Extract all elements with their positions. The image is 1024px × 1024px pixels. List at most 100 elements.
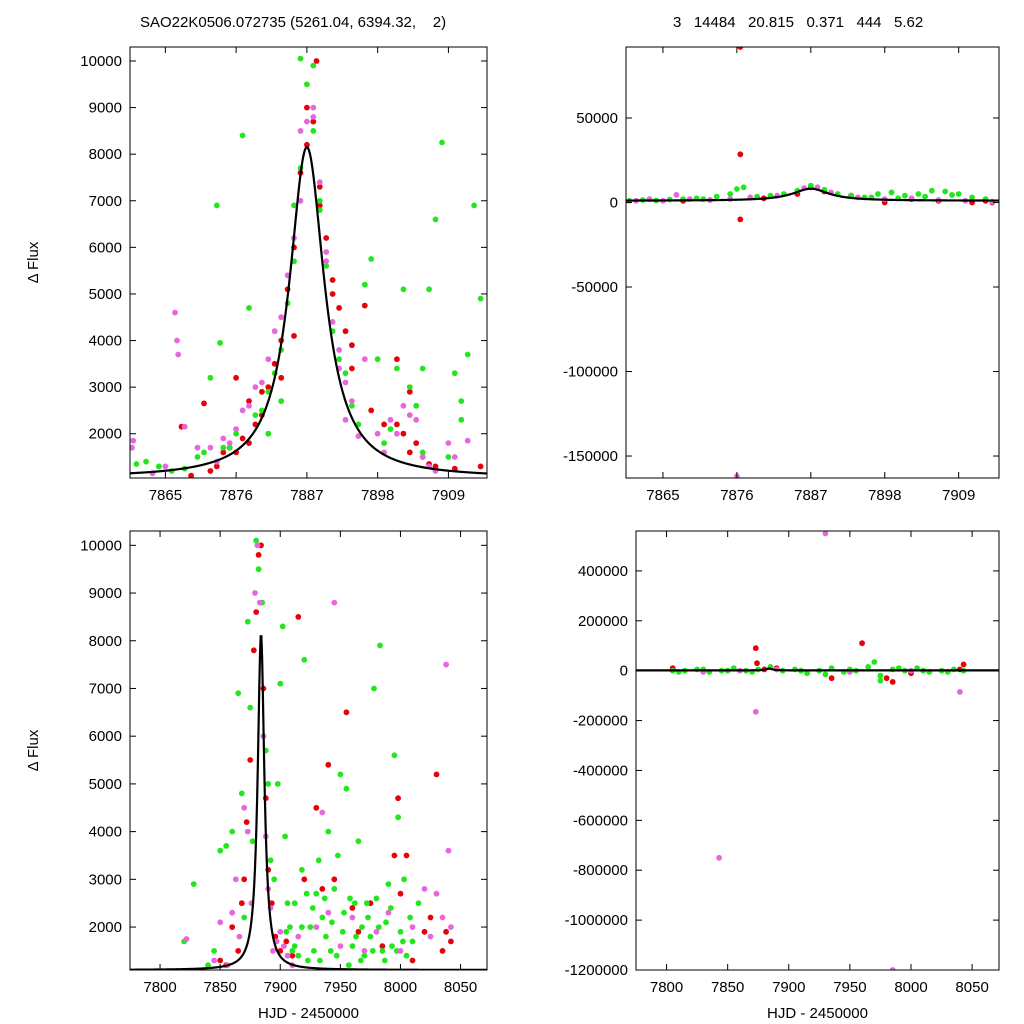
red-data-point: [241, 876, 248, 883]
green-data-point: [238, 790, 245, 797]
red-data-point: [301, 876, 308, 883]
red-data-point: [220, 449, 227, 456]
red-data-point: [319, 886, 326, 892]
red-data-point: [395, 795, 401, 802]
y-tick-label: 0: [620, 663, 628, 680]
y-tick-label: 6000: [89, 728, 122, 745]
y-tick-label: -600000: [573, 812, 628, 829]
green-data-point: [291, 202, 297, 209]
green-data-point: [226, 444, 233, 451]
magenta-data-point: [265, 356, 272, 363]
red-data-point: [291, 333, 297, 339]
magenta-data-point: [397, 948, 404, 954]
magenta-data-point: [752, 708, 759, 715]
y-tick-label: -100000: [563, 364, 618, 381]
green-data-point: [391, 752, 398, 759]
x-tick-label: 7800: [143, 979, 176, 996]
green-data-point: [299, 924, 305, 930]
magenta-data-point: [337, 943, 344, 949]
red-data-point: [250, 647, 257, 654]
green-data-point: [205, 962, 212, 969]
model-fit-curve: [130, 145, 487, 475]
green-data-point: [255, 566, 262, 573]
red-data-point: [253, 609, 260, 615]
green-data-point: [253, 537, 260, 544]
x-axis-label: HJD - 2450000: [767, 1005, 868, 1022]
magenta-data-point: [297, 197, 304, 204]
magenta-data-point: [277, 928, 284, 935]
x-tick-label: 7909: [432, 487, 465, 504]
green-data-point: [355, 838, 362, 845]
y-axis-label: Δ Flux: [25, 729, 42, 771]
red-data-point: [289, 952, 296, 959]
magenta-data-point: [270, 948, 276, 954]
magenta-data-point: [310, 114, 317, 120]
magenta-data-point: [297, 127, 304, 134]
green-data-point: [445, 454, 452, 460]
green-data-point: [287, 924, 293, 930]
green-data-point: [385, 881, 392, 887]
y-tick-label: 10000: [80, 537, 122, 554]
magenta-data-point: [244, 828, 251, 835]
magenta-data-point: [313, 924, 320, 930]
header-left-title: SAO22K0506.072735 (5261.04, 6394.32, 2): [140, 14, 447, 31]
magenta-data-point: [443, 661, 449, 668]
magenta-data-point: [385, 909, 392, 916]
green-data-point: [235, 690, 242, 697]
green-data-point: [282, 833, 288, 840]
red-data-point: [243, 819, 250, 825]
magenta-data-point: [349, 398, 355, 404]
red-data-point: [960, 661, 967, 668]
magenta-data-point: [406, 412, 413, 418]
green-data-point: [343, 785, 350, 792]
green-data-point: [301, 656, 308, 663]
red-data-point: [342, 328, 349, 335]
red-data-point: [448, 938, 454, 945]
plot-frame: [635, 530, 1000, 971]
y-tick-label: 7000: [89, 193, 122, 210]
green-data-point: [319, 914, 326, 921]
magenta-data-point: [323, 258, 330, 265]
y-tick-label: -150000: [563, 448, 618, 465]
x-tick-label: 7865: [149, 487, 182, 504]
magenta-data-point: [172, 309, 178, 316]
green-data-point: [307, 924, 314, 930]
y-tick-label: 50000: [576, 110, 618, 127]
plot-frame: [129, 46, 488, 479]
red-data-point: [304, 104, 310, 111]
green-data-point: [374, 356, 381, 363]
green-data-point: [367, 933, 374, 940]
magenta-data-point: [439, 914, 446, 921]
magenta-data-point: [181, 423, 188, 430]
green-data-point: [359, 924, 365, 930]
green-data-point: [871, 659, 878, 665]
green-data-point: [379, 948, 386, 954]
x-tick-label: 8000: [894, 979, 927, 996]
x-tick-label: 7950: [324, 979, 357, 996]
green-data-point: [249, 838, 256, 845]
green-data-point: [381, 440, 387, 446]
red-data-point: [329, 277, 336, 283]
green-data-point: [349, 943, 356, 949]
x-tick-label: 7887: [290, 487, 323, 504]
x-tick-label: 7898: [868, 487, 901, 504]
plot-frame: [625, 46, 1000, 479]
red-data-point: [217, 957, 224, 964]
red-data-point: [406, 388, 413, 395]
green-data-point: [387, 426, 394, 432]
green-data-point: [353, 933, 359, 940]
green-data-point: [341, 909, 347, 916]
green-data-point: [223, 843, 230, 849]
green-data-point: [304, 81, 310, 88]
green-data-point: [311, 948, 317, 954]
magenta-data-point: [889, 967, 896, 970]
red-data-point: [403, 852, 410, 859]
red-data-point: [754, 660, 760, 667]
green-data-point: [351, 900, 358, 907]
green-data-point: [309, 905, 316, 911]
x-tick-label: 7800: [650, 979, 683, 996]
green-data-point: [409, 938, 416, 945]
magenta-data-point: [241, 804, 248, 811]
green-data-point: [942, 188, 949, 195]
green-data-point: [317, 957, 323, 964]
